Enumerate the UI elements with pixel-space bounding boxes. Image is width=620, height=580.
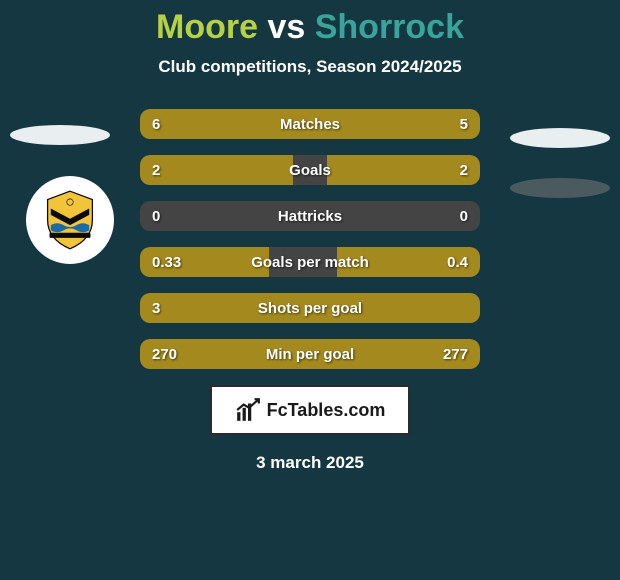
stat-label: Shots per goal	[258, 300, 362, 317]
stat-left-value: 3	[152, 300, 160, 317]
stat-left-value: 0	[152, 208, 160, 225]
stat-row: 3 Shots per goal	[140, 293, 480, 323]
stat-label: Min per goal	[266, 346, 354, 363]
subtitle: Club competitions, Season 2024/2025	[0, 57, 620, 77]
stat-label: Goals per match	[251, 254, 369, 271]
stat-label: Goals	[289, 162, 331, 179]
stat-right-value: 0	[460, 208, 468, 225]
stat-row: 0 Hattricks 0	[140, 201, 480, 231]
stat-row: 2 Goals 2	[140, 155, 480, 185]
stat-fill-right	[327, 155, 480, 185]
title-player2: Shorrock	[315, 8, 464, 46]
chart-icon	[235, 397, 261, 423]
ellipse-decoration-right-top	[510, 128, 610, 148]
stat-row: 0.33 Goals per match 0.4	[140, 247, 480, 277]
ellipse-decoration-right-bottom	[510, 178, 610, 198]
title-vs: vs	[267, 8, 305, 46]
date-label: 3 march 2025	[0, 453, 620, 473]
page-title: Moore vs Shorrock	[0, 8, 620, 47]
stat-right-value: 277	[443, 346, 468, 363]
stat-left-value: 6	[152, 116, 160, 133]
stat-left-value: 2	[152, 162, 160, 179]
stats-table: 6 Matches 5 2 Goals 2 0 Hattricks 0 0.33 Goals per…	[140, 109, 480, 369]
stat-right-value: 0.4	[447, 254, 468, 271]
ellipse-decoration-left	[10, 125, 110, 145]
stat-right-value: 2	[460, 162, 468, 179]
club-badge	[26, 176, 114, 264]
title-player1: Moore	[156, 8, 258, 46]
brand-text: FcTables.com	[267, 400, 386, 421]
stat-left-value: 0.33	[152, 254, 181, 271]
stat-right-value: 5	[460, 116, 468, 133]
stat-row: 270 Min per goal 277	[140, 339, 480, 369]
stat-row: 6 Matches 5	[140, 109, 480, 139]
brand-box: FcTables.com	[210, 385, 410, 435]
stat-left-value: 270	[152, 346, 177, 363]
stat-fill-left	[140, 155, 293, 185]
stat-label: Hattricks	[278, 208, 342, 225]
stat-label: Matches	[280, 116, 340, 133]
shield-icon	[38, 188, 102, 252]
